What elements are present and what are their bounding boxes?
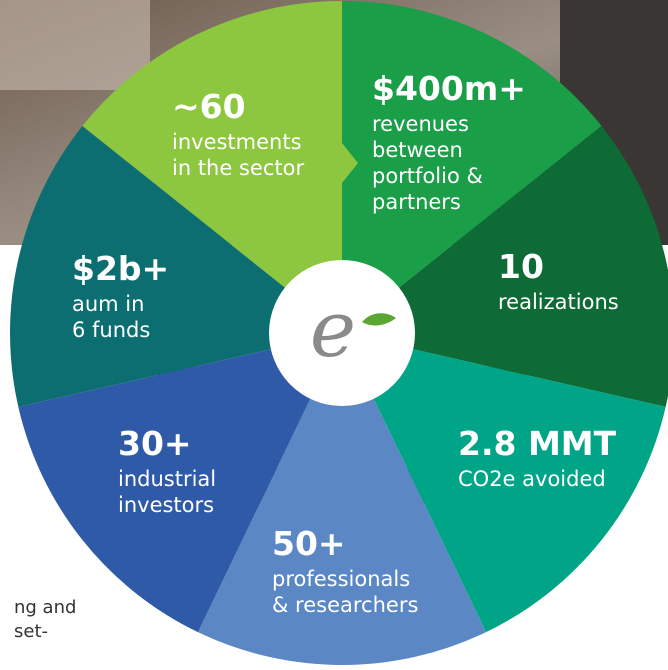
- segment-description: CO2e avoided: [458, 467, 606, 491]
- segment-headline: 10: [498, 247, 544, 286]
- segment-description: revenues: [372, 112, 469, 136]
- photo-highlight: [0, 0, 150, 90]
- background-text-line: ng and: [14, 597, 76, 618]
- segment-description: aum in: [72, 292, 144, 316]
- segment-description: professionals: [272, 567, 410, 591]
- infographic: ng and set- e $400m+ revenuesbetweenportfo…: [0, 0, 668, 670]
- background-text-line: set-: [14, 621, 48, 642]
- segment-description: investors: [118, 493, 214, 517]
- segment-headline: 30+: [118, 424, 192, 463]
- segment-headline: $2b+: [72, 249, 169, 288]
- segment-description: investments: [172, 130, 302, 154]
- segment-description: 6 funds: [72, 318, 150, 342]
- segment-description: industrial: [118, 467, 216, 491]
- segment-headline: 2.8 MMT: [458, 424, 617, 463]
- segment-description: realizations: [498, 290, 619, 314]
- segment-headline: 50+: [272, 524, 346, 563]
- logo-letter: e: [310, 285, 356, 375]
- segment-description: partners: [372, 190, 461, 214]
- segment-headline: ~60: [172, 87, 246, 126]
- segment-description: & researchers: [272, 593, 418, 617]
- segment-description: in the sector: [172, 156, 304, 180]
- segment-description: portfolio &: [372, 164, 483, 188]
- segment-headline: $400m+: [372, 69, 526, 108]
- segment-description: between: [372, 138, 463, 162]
